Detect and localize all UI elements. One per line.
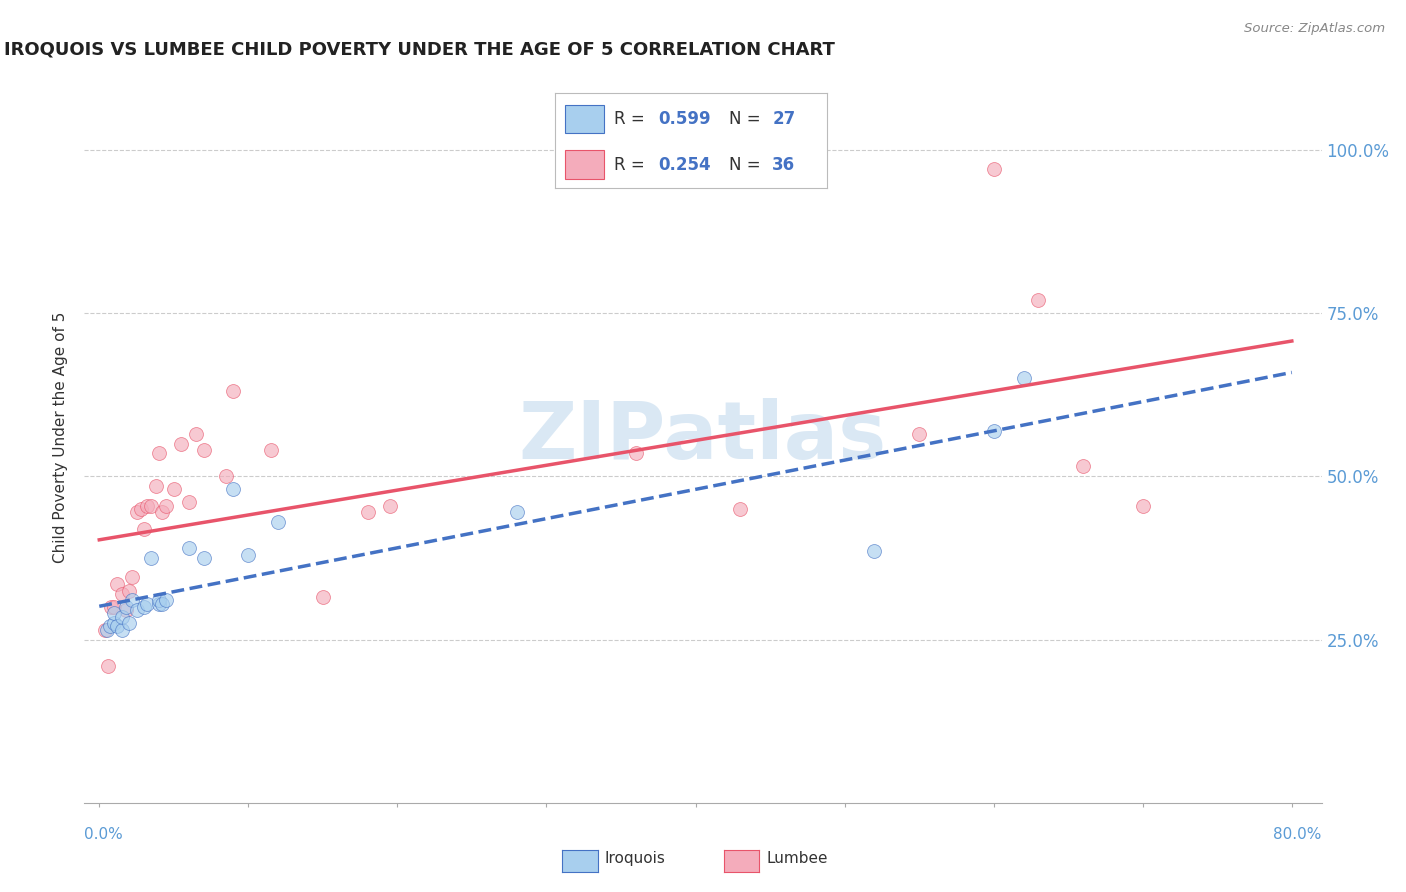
Point [105, 577, 128, 591]
Point [1028, 293, 1050, 307]
Point [170, 436, 193, 450]
Point [863, 544, 886, 558]
Point [1071, 459, 1094, 474]
Point [94, 623, 117, 637]
Point [111, 587, 134, 601]
Text: N =: N = [728, 155, 766, 174]
Point [118, 616, 141, 631]
Y-axis label: Child Poverty Under the Age of 5: Child Poverty Under the Age of 5 [53, 311, 69, 563]
Point [125, 505, 148, 519]
Text: R =: R = [614, 110, 651, 128]
Point [98, 619, 121, 633]
Point [505, 505, 527, 519]
Text: 80.0%: 80.0% [1274, 827, 1322, 841]
Point [148, 597, 170, 611]
FancyBboxPatch shape [565, 151, 603, 179]
Point [312, 590, 335, 604]
Point [125, 603, 148, 617]
Point [983, 162, 1005, 177]
Point [186, 426, 208, 441]
Point [155, 499, 177, 513]
Point [238, 548, 260, 562]
Point [100, 599, 122, 614]
Point [118, 583, 141, 598]
Point [148, 593, 170, 607]
FancyBboxPatch shape [565, 104, 603, 133]
Point [378, 499, 401, 513]
Point [121, 570, 143, 584]
Point [1012, 371, 1035, 385]
Point [222, 483, 245, 497]
Point [136, 499, 159, 513]
Point [150, 597, 173, 611]
Point [103, 599, 125, 614]
Point [150, 505, 173, 519]
Point [177, 495, 200, 509]
Text: 0.599: 0.599 [658, 110, 710, 128]
Point [132, 521, 155, 535]
Text: ZIPatlas: ZIPatlas [519, 398, 887, 476]
Point [96, 623, 118, 637]
Point [111, 609, 134, 624]
Point [145, 479, 167, 493]
Text: N =: N = [728, 110, 766, 128]
Text: Iroquois: Iroquois [605, 852, 665, 866]
Point [193, 550, 215, 565]
Point [163, 483, 186, 497]
Point [356, 505, 378, 519]
Text: 36: 36 [772, 155, 796, 174]
Point [624, 446, 647, 460]
Point [215, 469, 238, 483]
Point [121, 593, 143, 607]
Point [141, 550, 163, 565]
Point [141, 499, 163, 513]
Point [148, 446, 170, 460]
Point [132, 599, 155, 614]
Point [103, 616, 125, 631]
Point [983, 424, 1005, 438]
Point [267, 515, 290, 529]
Point [155, 593, 177, 607]
Point [105, 619, 128, 633]
Text: 0.0%: 0.0% [84, 827, 124, 841]
Text: R =: R = [614, 155, 651, 174]
Point [115, 603, 138, 617]
Point [193, 443, 215, 458]
Point [129, 502, 152, 516]
Point [103, 607, 125, 621]
Point [908, 426, 931, 441]
Text: Lumbee: Lumbee [766, 852, 828, 866]
Point [260, 443, 283, 458]
Point [115, 599, 138, 614]
Text: 0.254: 0.254 [658, 155, 710, 174]
Point [177, 541, 200, 555]
Point [730, 502, 752, 516]
Point [136, 597, 159, 611]
Text: IROQUOIS VS LUMBEE CHILD POVERTY UNDER THE AGE OF 5 CORRELATION CHART: IROQUOIS VS LUMBEE CHILD POVERTY UNDER T… [4, 41, 835, 59]
Text: 27: 27 [772, 110, 796, 128]
Point [97, 658, 120, 673]
Point [111, 623, 134, 637]
Point [1132, 499, 1154, 513]
Point [222, 384, 245, 399]
Text: Source: ZipAtlas.com: Source: ZipAtlas.com [1244, 22, 1385, 36]
